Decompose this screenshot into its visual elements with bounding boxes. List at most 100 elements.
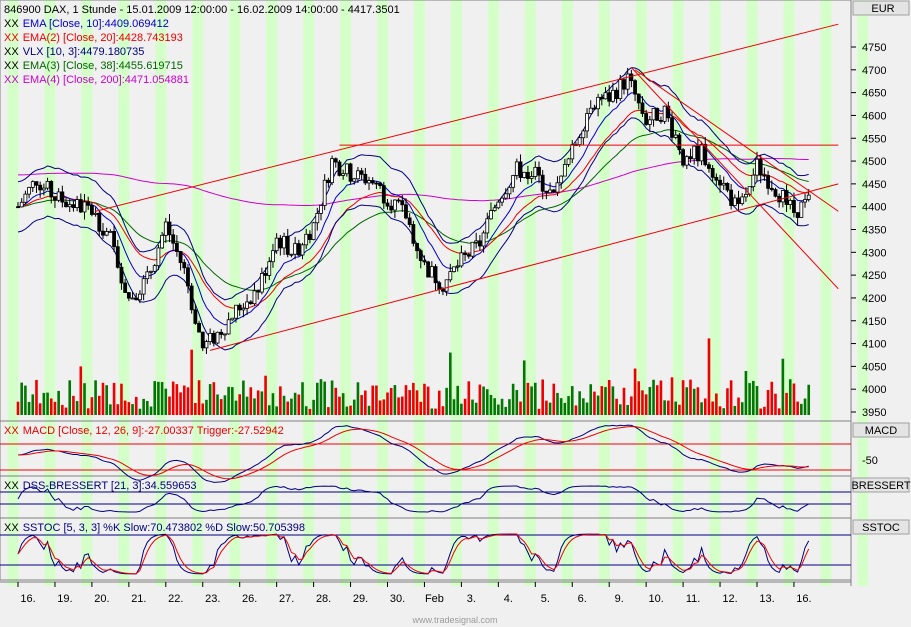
session-band bbox=[7, 0, 19, 586]
candle-body bbox=[237, 304, 242, 311]
candle-body bbox=[315, 212, 320, 224]
candle-body bbox=[566, 158, 571, 165]
volume-bar bbox=[733, 405, 737, 415]
volume-bar bbox=[341, 393, 345, 415]
candle-body bbox=[662, 105, 667, 122]
volume-bar bbox=[61, 404, 64, 415]
candle-body bbox=[740, 196, 745, 204]
volume-bar bbox=[293, 392, 297, 415]
volume-bar bbox=[415, 390, 419, 415]
x-tick-label: 9. bbox=[615, 593, 624, 605]
candle-body bbox=[304, 233, 309, 246]
volume-bar bbox=[718, 406, 722, 415]
sstoc-tag-box bbox=[852, 519, 910, 535]
volume-bar bbox=[53, 401, 57, 415]
candle-body bbox=[526, 171, 530, 179]
volume-bar bbox=[570, 386, 574, 415]
volume-bar bbox=[68, 380, 72, 415]
volume-bar bbox=[692, 388, 696, 415]
session-band bbox=[783, 0, 795, 586]
candle-body bbox=[271, 250, 275, 263]
volume-bar bbox=[72, 395, 75, 415]
candle-body bbox=[71, 204, 76, 209]
candle-body bbox=[141, 278, 146, 295]
volume-bar bbox=[796, 401, 799, 415]
candle-body bbox=[688, 156, 693, 160]
volume-bar bbox=[589, 384, 593, 415]
volume-bar bbox=[534, 382, 537, 415]
x-tick-label: 3. bbox=[467, 593, 476, 605]
candle-body bbox=[326, 179, 331, 184]
volume-bar bbox=[545, 400, 548, 415]
volume-bar bbox=[382, 399, 386, 415]
x-tick-label: 11. bbox=[686, 593, 700, 605]
candle-body bbox=[721, 182, 726, 186]
legend-ema38: XX EMA(3) [Close, 38]:4455.619715 bbox=[4, 60, 183, 72]
y-tick-label: 4400 bbox=[862, 202, 886, 214]
volume-bar bbox=[109, 404, 112, 415]
volume-bar bbox=[308, 408, 312, 415]
volume-bar bbox=[559, 398, 563, 415]
y-tick-label: 4550 bbox=[862, 133, 886, 145]
macd-tag-box bbox=[852, 422, 910, 438]
candle-body bbox=[592, 107, 597, 110]
dss-panel bbox=[0, 485, 851, 513]
candle-body bbox=[75, 199, 80, 209]
volume-bar bbox=[548, 402, 552, 415]
volume-bar bbox=[249, 387, 253, 415]
x-tick-label: 4. bbox=[504, 593, 513, 605]
candle-body bbox=[681, 149, 685, 166]
volume-bar bbox=[116, 404, 120, 415]
volume-bar bbox=[700, 402, 703, 415]
volume-bar bbox=[744, 370, 748, 415]
candle-body bbox=[718, 179, 722, 186]
volume-bar bbox=[238, 394, 241, 415]
session-band bbox=[524, 0, 536, 586]
volume-bar bbox=[541, 379, 544, 415]
candle-body bbox=[629, 73, 634, 82]
y-tick-label: 4200 bbox=[862, 293, 886, 305]
session-band bbox=[44, 0, 56, 586]
volume-bar bbox=[678, 404, 681, 415]
volume-bar bbox=[49, 398, 53, 415]
volume-bar bbox=[711, 401, 714, 415]
y-tick-label: 4150 bbox=[862, 316, 886, 328]
volume-bar bbox=[327, 407, 330, 415]
candle-body bbox=[230, 317, 235, 321]
macd-legend: XX MACD [Close, 12, 26, 9]:-27.00337 Trig… bbox=[4, 425, 284, 437]
candlesticks bbox=[16, 67, 811, 354]
volume-bar bbox=[526, 382, 530, 415]
volume-bar bbox=[585, 402, 589, 415]
volume-bar bbox=[563, 402, 567, 415]
candle-body bbox=[736, 197, 741, 204]
volume-bar bbox=[567, 396, 570, 415]
volume-bar bbox=[386, 392, 389, 415]
volume-bar bbox=[800, 403, 803, 415]
x-tick-label: Feb bbox=[425, 593, 444, 605]
volume-bar bbox=[748, 383, 751, 415]
candle-body bbox=[522, 171, 527, 178]
candle-body bbox=[710, 168, 715, 178]
candle-body bbox=[341, 173, 346, 176]
session-band bbox=[81, 0, 93, 586]
candle-body bbox=[799, 201, 804, 218]
candle-body bbox=[433, 266, 438, 284]
volume-bar bbox=[157, 381, 160, 415]
volume-bar bbox=[759, 408, 762, 415]
volume-bar bbox=[689, 379, 692, 415]
y-tick-label: 4450 bbox=[862, 179, 886, 191]
candle-body bbox=[219, 331, 224, 335]
session-band bbox=[598, 0, 610, 586]
volume-bar bbox=[519, 401, 522, 415]
macd-trigger-line bbox=[17, 425, 809, 480]
vlx-upper-line bbox=[17, 67, 809, 301]
volume-bar bbox=[482, 386, 485, 415]
volume-bar bbox=[556, 392, 559, 415]
candle-body bbox=[803, 199, 807, 203]
volume-bar bbox=[356, 382, 360, 415]
x-tick-label: 19. bbox=[57, 593, 72, 605]
watermark: www.tradesignal.com bbox=[411, 615, 497, 625]
sstoc-legend: XX SSTOC [5, 3, 3] %K Slow:70.473802 %D S… bbox=[4, 522, 305, 534]
volume-bar bbox=[763, 406, 766, 415]
candle-body bbox=[82, 201, 87, 213]
